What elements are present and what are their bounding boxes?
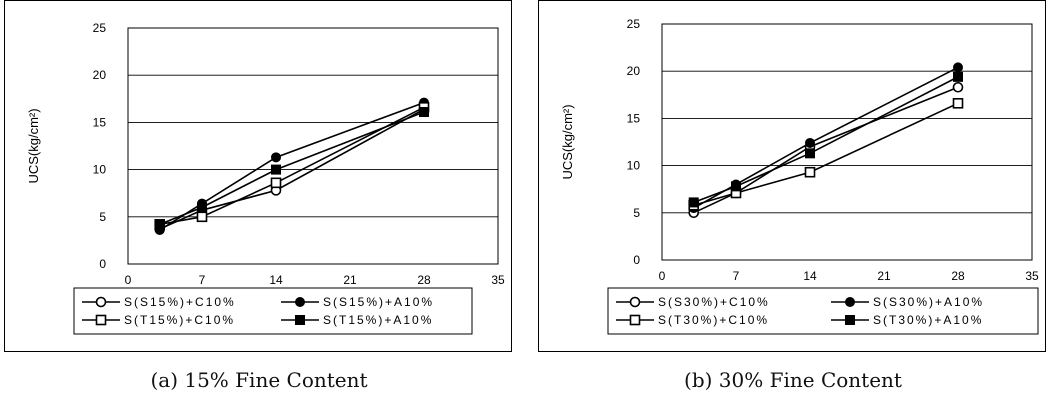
plot-area — [661, 23, 1033, 261]
legend-marker — [95, 296, 107, 308]
x-tick-label: 21 — [877, 269, 891, 283]
y-tick-label: 0 — [633, 253, 640, 267]
legend-marker — [629, 314, 641, 326]
legend-label: S(T15%)+C10% — [124, 313, 235, 327]
x-tick-label: 28 — [951, 269, 965, 283]
y-tick-label: 10 — [627, 159, 641, 173]
series-line — [693, 66, 959, 209]
data-point — [197, 202, 207, 213]
x-tick-label: 28 — [417, 273, 431, 287]
x-tick-label: 35 — [1025, 269, 1039, 283]
data-point — [952, 97, 964, 109]
data-point — [953, 71, 963, 82]
legend-marker — [845, 297, 855, 307]
y-tick-label: 25 — [627, 17, 641, 31]
legend-marker — [295, 315, 305, 325]
data-point — [805, 148, 815, 159]
x-tick-label: 7 — [199, 273, 206, 287]
legend-marker — [295, 297, 305, 307]
series-line — [693, 102, 959, 207]
data-point — [270, 177, 282, 189]
chart-svg: 05101520250714212835Curing Days(Days)UCS… — [560, 17, 1039, 335]
chart-panel-a: 05101520250714212835Curing Days(Days)UCS… — [4, 0, 514, 416]
legend-marker — [95, 314, 107, 326]
y-tick-label: 5 — [633, 206, 640, 220]
y-tick-label: 0 — [99, 257, 106, 271]
y-tick-label: 15 — [93, 115, 107, 129]
x-tick-label: 0 — [659, 269, 666, 283]
y-axis-title: UCS(kg/cm²) — [26, 108, 41, 183]
data-point — [419, 107, 429, 118]
legend-marker — [845, 315, 855, 325]
x-tick-label: 21 — [343, 273, 357, 287]
data-point — [196, 211, 208, 223]
y-axis-title: UCS(kg/cm²) — [560, 104, 575, 179]
legend-label: S(S15%)+C10% — [124, 295, 236, 309]
data-point — [154, 219, 165, 230]
legend-label: S(S15%)+A10% — [323, 295, 434, 309]
series-line — [693, 76, 959, 204]
chart-panel-b: 05101520250714212835Curing Days(Days)UCS… — [538, 0, 1048, 416]
data-point — [731, 181, 741, 192]
legend-marker — [629, 296, 641, 308]
x-tick-label: 7 — [733, 269, 740, 283]
y-tick-label: 20 — [93, 68, 107, 82]
data-point — [688, 197, 699, 208]
legend-label: S(T15%)+A10% — [323, 313, 433, 327]
legend-label: S(T30%)+A10% — [873, 313, 983, 327]
data-point — [271, 152, 281, 163]
legend-box — [607, 287, 1039, 335]
series-line — [159, 106, 425, 226]
x-tick-label: 0 — [125, 273, 132, 287]
legend-label: S(S30%)+A10% — [873, 295, 984, 309]
x-tick-label: 35 — [491, 273, 505, 287]
chart-caption: (b) 30% Fine Content — [684, 368, 902, 392]
y-tick-label: 15 — [627, 111, 641, 125]
data-point — [271, 164, 281, 175]
y-tick-label: 5 — [99, 210, 106, 224]
series-line — [159, 101, 425, 231]
data-point — [952, 81, 964, 93]
legend-label: S(S30%)+C10% — [658, 295, 770, 309]
data-point — [953, 62, 963, 73]
x-tick-label: 14 — [269, 273, 283, 287]
series-line — [159, 111, 425, 226]
y-tick-label: 10 — [93, 163, 107, 177]
data-point — [805, 137, 815, 148]
data-point — [804, 166, 816, 178]
legend-box — [73, 287, 473, 335]
legend-label: S(T30%)+C10% — [658, 313, 769, 327]
y-tick-label: 25 — [93, 21, 107, 35]
plot-area — [127, 27, 499, 265]
x-tick-label: 14 — [803, 269, 817, 283]
y-tick-label: 20 — [627, 64, 641, 78]
chart-caption: (a) 15% Fine Content — [150, 368, 368, 392]
chart-svg: 05101520250714212835Curing Days(Days)UCS… — [26, 21, 505, 335]
